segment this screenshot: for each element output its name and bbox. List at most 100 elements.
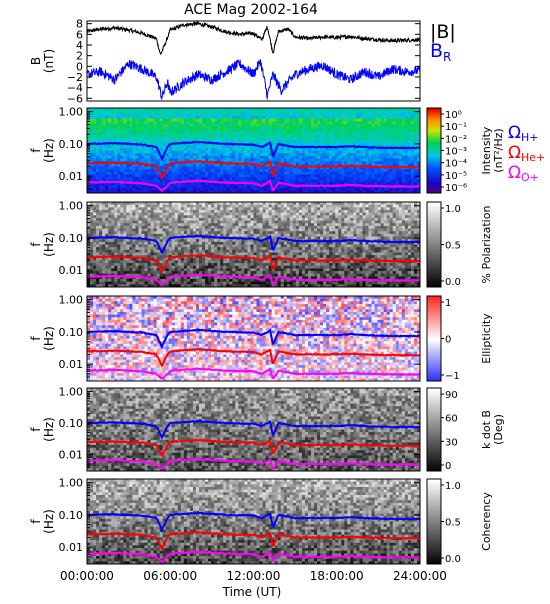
heatmap-cell — [169, 174, 172, 177]
heatmap-cell — [90, 252, 93, 255]
heatmap-cell — [93, 218, 96, 221]
heatmap-cell — [169, 221, 172, 224]
heatmap-cell — [111, 207, 114, 210]
heatmap-cell — [205, 242, 208, 245]
heatmap-cell — [172, 135, 175, 138]
heatmap-cell — [263, 148, 266, 151]
heatmap-cell — [211, 148, 214, 151]
heatmap-cell — [250, 116, 253, 119]
heatmap-cell — [160, 274, 163, 277]
heatmap-cell — [99, 282, 102, 285]
heatmap-cell — [111, 174, 114, 177]
heatmap-cell — [129, 213, 132, 216]
heatmap-cell — [114, 158, 117, 161]
heatmap-cell — [117, 252, 120, 255]
heatmap-cell — [281, 135, 284, 138]
heatmap-cell — [250, 166, 253, 169]
heatmap-cell — [378, 111, 381, 114]
heatmap-cell — [378, 140, 381, 143]
heatmap-cell — [220, 140, 223, 143]
heatmap-cell — [329, 137, 332, 140]
heatmap-cell — [196, 156, 199, 159]
heatmap-cell — [172, 242, 175, 245]
heatmap-cell — [154, 250, 157, 253]
heatmap-cell — [302, 188, 305, 191]
heatmap-cell — [299, 188, 302, 191]
heatmap-cell — [414, 158, 417, 161]
heatmap-cell — [184, 119, 187, 122]
heatmap-cell — [314, 188, 317, 191]
heatmap-cell — [181, 148, 184, 151]
heatmap-cell — [396, 140, 399, 143]
heatmap-cell — [169, 121, 172, 124]
heatmap-cell — [169, 218, 172, 221]
heatmap-cell — [108, 268, 111, 271]
heatmap-cell — [114, 177, 117, 180]
heatmap-cell — [111, 210, 114, 213]
heatmap-cell — [375, 177, 378, 180]
heatmap-cell — [290, 172, 293, 175]
heatmap-cell — [105, 266, 108, 269]
heatmap-cell — [359, 161, 362, 164]
heatmap-cell — [148, 231, 151, 234]
heatmap-cell — [250, 135, 253, 138]
heatmap-cell — [178, 116, 181, 119]
heatmap-cell — [335, 151, 338, 154]
heatmap-cell — [308, 143, 311, 146]
heatmap-cell — [187, 135, 190, 138]
heatmap-cell — [190, 177, 193, 180]
heatmap-cell — [414, 172, 417, 175]
heatmap-cell — [193, 174, 196, 177]
heatmap-cell — [175, 119, 178, 122]
heatmap-cell — [296, 116, 299, 119]
heatmap-cell — [120, 156, 123, 159]
heatmap-cell — [196, 148, 199, 151]
heatmap-cell — [211, 151, 214, 154]
heatmap-cell — [141, 135, 144, 138]
heatmap-cell — [287, 169, 290, 172]
heatmap-cell — [114, 185, 117, 188]
heatmap-cell — [238, 185, 241, 188]
heatmap-cell — [132, 266, 135, 269]
heatmap-cell — [393, 121, 396, 124]
heatmap-cell — [166, 127, 169, 130]
heatmap-cell — [172, 153, 175, 156]
heatmap-cell — [96, 258, 99, 261]
heatmap-cell — [148, 223, 151, 226]
heatmap-cell — [99, 188, 102, 191]
heatmap-cell — [196, 174, 199, 177]
heatmap-cell — [317, 188, 320, 191]
heatmap-cell — [275, 177, 278, 180]
heatmap-cell — [384, 119, 387, 122]
heatmap-cell — [323, 121, 326, 124]
heatmap-cell — [166, 210, 169, 213]
heatmap-cell — [120, 213, 123, 216]
heatmap-cell — [111, 221, 114, 224]
heatmap-cell — [108, 121, 111, 124]
heatmap-cell — [141, 218, 144, 221]
heatmap-cell — [117, 207, 120, 210]
heatmap-cell — [372, 121, 375, 124]
heatmap-cell — [320, 119, 323, 122]
heatmap-cell — [184, 113, 187, 116]
heatmap-cell — [229, 174, 232, 177]
heatmap-cell — [154, 151, 157, 154]
heatmap-cell — [123, 213, 126, 216]
heatmap-cell — [390, 140, 393, 143]
heatmap-cell — [163, 111, 166, 114]
heatmap-cell — [338, 135, 341, 138]
heatmap-cell — [372, 172, 375, 175]
heatmap-cell — [399, 129, 402, 132]
heatmap-cell — [208, 113, 211, 116]
heatmap-cell — [148, 247, 151, 250]
colorbar-tick-label: 10⁻¹ — [445, 122, 467, 133]
heatmap-cell — [160, 124, 163, 127]
heatmap-cell — [199, 153, 202, 156]
heatmap-cell — [387, 153, 390, 156]
heatmap-cell — [247, 119, 250, 122]
heatmap-cell — [145, 172, 148, 175]
heatmap-cell — [175, 177, 178, 180]
heatmap-cell — [278, 174, 281, 177]
heatmap-cell — [411, 121, 414, 124]
heatmap-cell — [341, 158, 344, 161]
